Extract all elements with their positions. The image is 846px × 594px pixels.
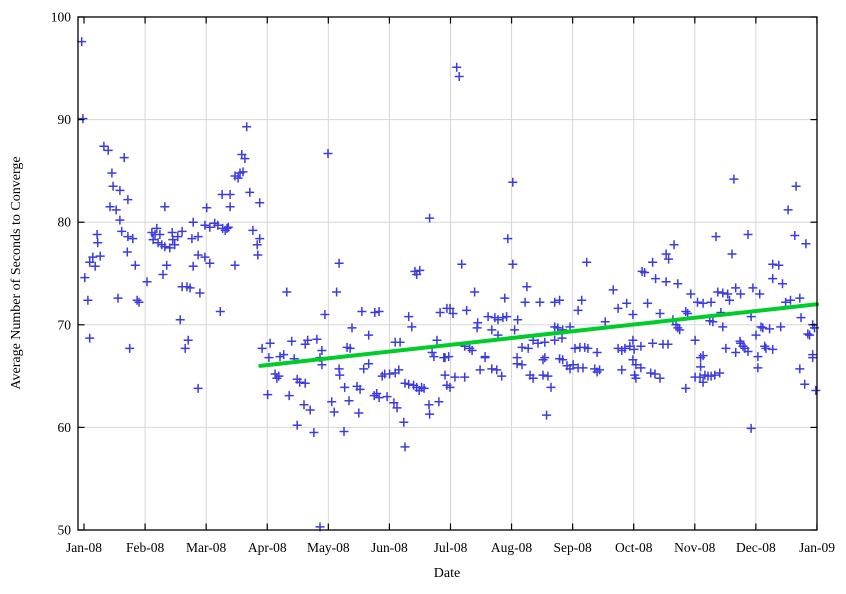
- x-tick-label: Feb-08: [126, 540, 164, 555]
- x-tick-label: Sep-08: [554, 540, 592, 555]
- x-tick-label: May-08: [307, 540, 350, 555]
- y-tick-label: 70: [58, 317, 72, 332]
- y-tick-label: 50: [58, 523, 72, 538]
- x-tick-label: Apr-08: [248, 540, 287, 555]
- plot-border: [77, 16, 818, 531]
- y-axis-title: Average Number of Seconds to Converge: [9, 156, 24, 390]
- y-tick-label: 90: [58, 112, 72, 127]
- x-tick-label: Mar-08: [186, 540, 226, 555]
- x-tick-label: Oct-08: [615, 540, 653, 555]
- x-tick-label: Dec-08: [736, 540, 776, 555]
- x-tick-label: Aug-08: [491, 540, 532, 555]
- y-tick-label: 80: [58, 215, 72, 230]
- x-tick-label: Jun-08: [371, 540, 408, 555]
- trend-line: [258, 302, 819, 368]
- x-tick-label: Jul-08: [434, 540, 468, 555]
- y-tick-label: 100: [51, 10, 72, 25]
- x-tick-label: Jan-08: [66, 540, 102, 555]
- data-points: [77, 37, 821, 532]
- x-tick-label: Nov-08: [674, 540, 715, 555]
- y-tick-label: 60: [58, 420, 72, 435]
- x-axis-title: Date: [433, 566, 461, 581]
- x-tick-label: Jan-09: [799, 540, 835, 555]
